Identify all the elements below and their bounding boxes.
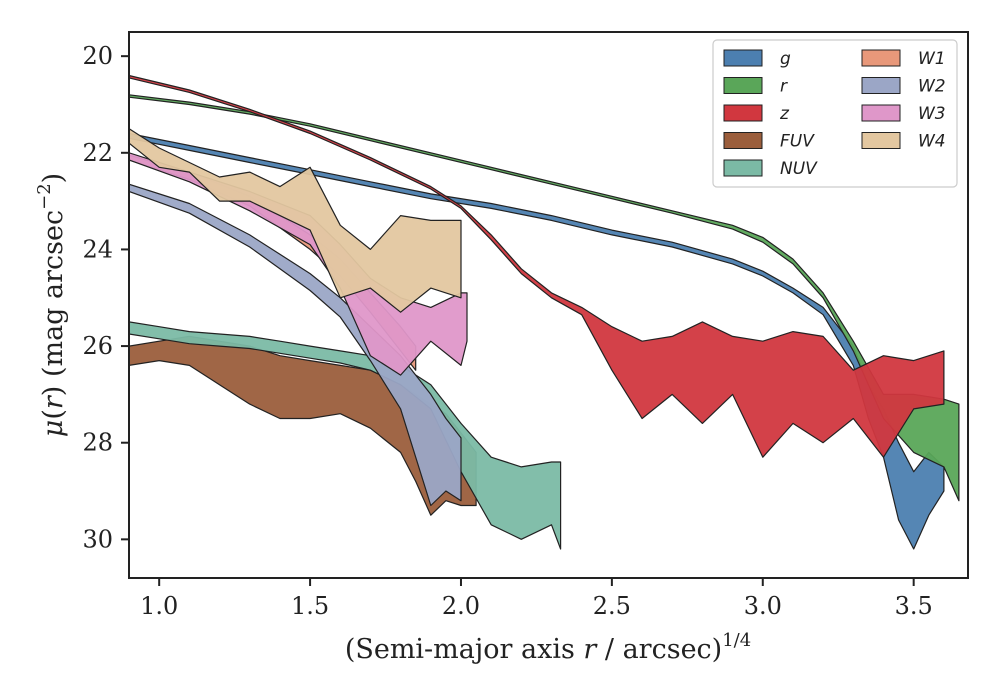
- x-axis-ticks: 1.0 1.5 2.0 2.5 3.0 3.5: [140, 578, 933, 620]
- legend-box: [712, 39, 958, 188]
- legend-label-r: r: [780, 77, 788, 97]
- legend-label-fuv: FUV: [780, 132, 815, 152]
- y-axis-ticks: 20 22 24 26 28 30: [82, 42, 129, 553]
- band-w2: [129, 183, 462, 507]
- legend: grz FUV NUV W1 W2 W3 W4: [712, 39, 958, 188]
- x-tick-label: 1.0: [140, 592, 178, 620]
- legend-label-nuv: NUV: [780, 159, 818, 179]
- legend-label-z: z: [779, 104, 790, 124]
- y-tick-label: 26: [82, 332, 113, 360]
- legend-label-w4: W4: [918, 132, 946, 152]
- band-g: [129, 132, 945, 550]
- y-tick-label: 24: [82, 235, 113, 263]
- legend-swatch-fuv: [723, 132, 763, 149]
- legend-swatch-w2: [861, 77, 901, 94]
- legend-label-w3: W3: [918, 104, 946, 124]
- legend-swatch-z: [723, 104, 763, 122]
- legend-swatch-w1: [861, 49, 901, 67]
- legend-label-w2: W2: [918, 77, 946, 97]
- legend-swatch-w4: [861, 132, 901, 149]
- legend-label-g: g: [780, 49, 791, 69]
- legend-swatch-nuv: [723, 159, 763, 177]
- band-nuv: [129, 321, 562, 550]
- x-tick-label: 2.0: [442, 592, 480, 620]
- profile-bands: [129, 74, 960, 550]
- legend-swatch-w3: [861, 104, 901, 122]
- plot-frame: [128, 31, 969, 579]
- x-tick-label: 3.0: [744, 592, 782, 620]
- legend-label-w1: W1: [918, 49, 946, 69]
- y-tick-label: 20: [82, 42, 113, 70]
- x-axis-title: (Semi-major axis r / arcsec)1/4: [345, 630, 751, 665]
- band-w4: [129, 128, 462, 313]
- y-axis-title: μ(r) (mag arcsec−2): [34, 173, 69, 437]
- y-tick-label: 30: [82, 525, 113, 553]
- x-tick-label: 3.5: [895, 592, 933, 620]
- legend-swatch-g: [723, 49, 763, 67]
- x-tick-label: 2.5: [593, 592, 631, 620]
- x-tick-label: 1.5: [291, 592, 329, 620]
- band-r: [129, 94, 960, 502]
- y-tick-label: 22: [82, 139, 113, 167]
- y-tick-label: 28: [82, 429, 113, 457]
- band-z: [129, 74, 945, 458]
- legend-swatch-r: [723, 77, 763, 94]
